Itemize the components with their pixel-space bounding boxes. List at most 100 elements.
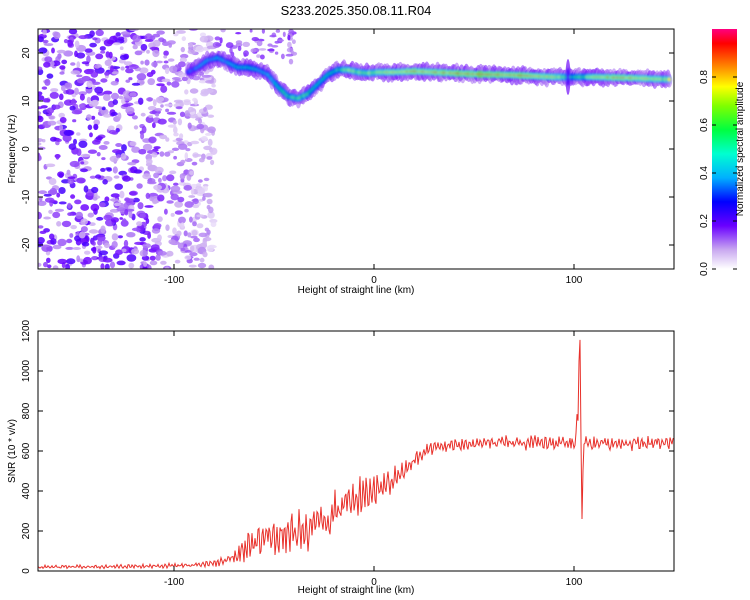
- noise-blob: [196, 223, 204, 229]
- snr-line: [38, 339, 674, 570]
- snr-ytick-label: 800: [21, 402, 32, 419]
- noise-blob: [202, 251, 208, 258]
- noise-blob: [121, 144, 127, 152]
- noise-blob: [154, 108, 163, 112]
- noise-blob: [67, 212, 73, 217]
- noise-blob: [86, 114, 92, 121]
- noise-blob: [78, 103, 84, 108]
- noise-blob: [95, 29, 104, 37]
- noise-blob: [153, 184, 163, 191]
- noise-blob: [187, 49, 196, 55]
- spectrogram-marks: [38, 29, 673, 269]
- noise-blob: [203, 107, 207, 112]
- noise-blob: [76, 177, 86, 184]
- noise-blob: [163, 60, 169, 64]
- noise-blob: [52, 265, 59, 269]
- noise-blob: [189, 88, 199, 94]
- noise-blob: [43, 193, 52, 197]
- noise-blob: [207, 211, 215, 219]
- noise-blob: [109, 155, 119, 163]
- noise-blob: [54, 208, 65, 212]
- noise-blob: [164, 103, 173, 107]
- noise-blob: [56, 192, 61, 198]
- noise-blob: [114, 202, 121, 207]
- noise-blob: [119, 46, 124, 50]
- noise-blob: [172, 227, 177, 235]
- noise-blob: [201, 136, 208, 141]
- noise-blob: [196, 123, 205, 130]
- noise-blob: [154, 166, 164, 174]
- noise-blob: [173, 132, 179, 137]
- noise-blob: [170, 212, 175, 217]
- noise-blob: [156, 96, 165, 102]
- noise-blob: [179, 133, 184, 139]
- noise-blob: [131, 227, 141, 232]
- noise-blob: [42, 39, 49, 44]
- noise-blob: [205, 132, 212, 136]
- noise-blob: [95, 106, 103, 110]
- noise-blob: [207, 138, 213, 146]
- noise-blob: [38, 66, 43, 71]
- noise-blob: [163, 50, 169, 56]
- noise-blob: [152, 122, 156, 129]
- noise-blob: [144, 59, 150, 66]
- noise-blob: [176, 30, 186, 34]
- noise-blob: [78, 231, 86, 239]
- noise-blob: [78, 91, 87, 96]
- noise-blob: [43, 216, 51, 220]
- noise-blob: [164, 266, 170, 269]
- noise-blob: [38, 225, 44, 229]
- noise-blob: [48, 177, 57, 186]
- noise-blob: [210, 159, 215, 166]
- noise-blob: [145, 192, 150, 199]
- noise-blob: [116, 260, 126, 266]
- noise-blob: [86, 55, 91, 63]
- noise-blob: [146, 97, 154, 102]
- noise-blob: [128, 210, 133, 219]
- noise-blob: [46, 73, 54, 79]
- noise-blob: [285, 53, 294, 57]
- snr-xtick-label: 100: [566, 577, 583, 588]
- noise-blob: [267, 48, 275, 52]
- noise-blob: [89, 30, 95, 37]
- noise-blob: [139, 237, 146, 242]
- noise-blob: [70, 62, 76, 66]
- noise-blob: [108, 129, 117, 135]
- noise-blob: [119, 54, 129, 61]
- noise-blob: [65, 263, 70, 269]
- noise-blob: [145, 218, 150, 224]
- noise-blob: [287, 41, 292, 48]
- noise-blob: [206, 245, 215, 252]
- noise-blob: [165, 224, 170, 231]
- noise-blob: [169, 170, 177, 175]
- noise-blob: [193, 257, 200, 261]
- noise-blob: [52, 211, 61, 219]
- noise-blob: [269, 34, 277, 38]
- noise-blob: [118, 58, 126, 64]
- noise-blob: [104, 59, 112, 66]
- noise-blob: [131, 82, 141, 86]
- noise-blob: [140, 43, 148, 51]
- noise-blob: [38, 111, 42, 116]
- colorbar-tick-label: 0.6: [699, 118, 710, 132]
- noise-blob: [89, 175, 97, 179]
- noise-blob: [287, 34, 291, 41]
- noise-blob: [150, 244, 160, 251]
- noise-blobs: [38, 29, 298, 269]
- noise-blob: [61, 59, 68, 65]
- noise-blob: [206, 156, 213, 160]
- noise-blob: [112, 42, 121, 46]
- noise-blob: [147, 78, 155, 86]
- noise-blob: [74, 40, 80, 49]
- noise-blob: [173, 99, 184, 104]
- noise-blob: [46, 107, 54, 114]
- noise-blob: [94, 86, 104, 94]
- noise-blob: [80, 218, 88, 225]
- noise-blob: [110, 80, 119, 86]
- noise-blob: [176, 230, 182, 237]
- noise-blob: [100, 50, 106, 54]
- noise-blob: [220, 29, 226, 33]
- noise-blob: [128, 262, 135, 269]
- noise-blob: [187, 42, 194, 48]
- noise-blob: [87, 149, 98, 154]
